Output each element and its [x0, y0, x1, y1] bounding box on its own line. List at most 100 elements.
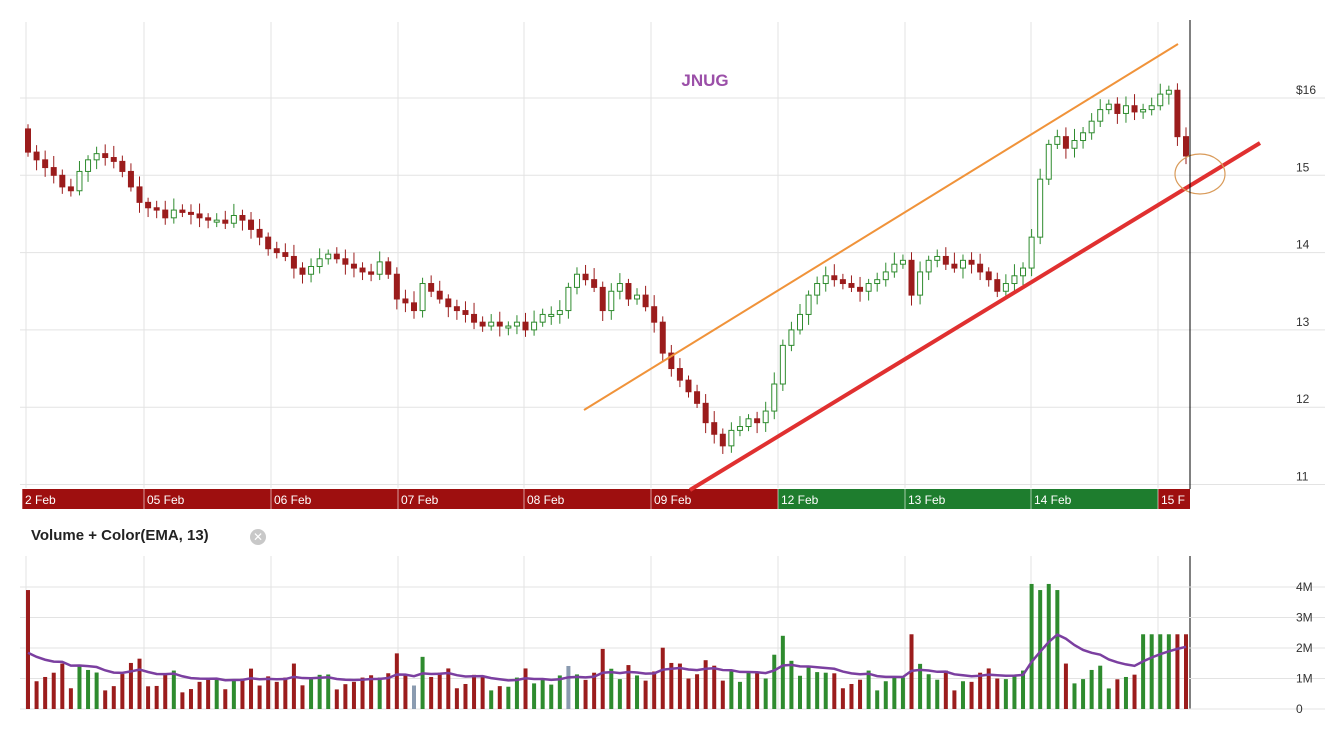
volume-bar — [1141, 634, 1146, 709]
volume-bar — [643, 680, 648, 709]
volume-bar — [892, 676, 897, 709]
candle-body — [702, 402, 709, 424]
volume-bar — [660, 647, 665, 709]
candle-body — [831, 275, 838, 281]
volume-bar — [617, 679, 622, 709]
volume-bar — [592, 672, 597, 709]
volume-bar — [866, 670, 871, 709]
candle-body — [145, 201, 152, 209]
volume-bar — [343, 684, 348, 709]
volume-bar — [703, 660, 708, 709]
volume-bar — [291, 663, 296, 709]
candle-body — [865, 283, 872, 292]
volume-tick-label: 2M — [1296, 641, 1313, 655]
candle-body — [119, 160, 126, 172]
candle-body — [67, 186, 74, 192]
volume-bar — [351, 681, 356, 709]
volume-bar — [815, 672, 820, 709]
volume-bar — [51, 672, 56, 709]
volume-bar — [514, 677, 519, 709]
candle-body — [694, 391, 701, 404]
volume-bar — [403, 675, 408, 709]
volume-bar — [952, 690, 957, 709]
candle-body — [642, 294, 649, 308]
candle-body — [248, 219, 255, 230]
date-band-segment — [144, 489, 271, 509]
candle-body — [513, 321, 520, 327]
volume-bar — [635, 675, 640, 709]
volume-bar — [1184, 634, 1188, 709]
candle-body — [634, 294, 641, 300]
date-label: 06 Feb — [274, 493, 312, 507]
volume-bar — [77, 664, 82, 709]
volume-bar — [197, 681, 202, 709]
candle-body — [994, 279, 1001, 292]
volume-bar — [772, 654, 777, 709]
candle-body — [402, 298, 409, 304]
price-tick-label: 12 — [1296, 392, 1310, 406]
date-label: 14 Feb — [1034, 493, 1072, 507]
candle-body — [1131, 105, 1138, 113]
volume-bar — [1038, 590, 1043, 709]
volume-bar — [849, 683, 854, 709]
volume-bar — [120, 674, 125, 709]
date-band-segment — [905, 489, 1031, 509]
candle-body — [50, 167, 57, 176]
volume-bar — [317, 674, 322, 709]
candle-body — [436, 290, 443, 300]
volume-bar — [626, 665, 631, 709]
candle-body — [393, 273, 400, 300]
volume-bar — [875, 690, 880, 709]
candle-body — [625, 283, 632, 300]
volume-bar — [832, 673, 837, 709]
price-tick-label: 13 — [1296, 315, 1310, 329]
volume-bar — [986, 668, 991, 709]
candle-body — [488, 321, 495, 327]
volume-bar — [583, 679, 588, 709]
volume-bar — [137, 658, 142, 709]
candle-body — [1054, 136, 1061, 145]
candle-body — [1105, 103, 1112, 111]
volume-bar — [454, 688, 459, 709]
candle-body — [882, 271, 889, 281]
volume-bar — [1003, 679, 1008, 709]
volume-bar — [1132, 674, 1137, 709]
volume-ema-line — [27, 633, 1187, 682]
candle-body — [814, 283, 821, 296]
candle-body — [591, 279, 598, 288]
volume-bar — [737, 681, 742, 709]
candle-body — [333, 253, 340, 260]
candle-body — [908, 259, 915, 296]
volume-tick-label: 4M — [1296, 580, 1313, 594]
close-circle-icon[interactable]: ✕ — [250, 529, 266, 545]
candle-body — [162, 209, 169, 219]
candle-body — [196, 213, 203, 219]
date-band-segment — [22, 489, 144, 509]
candle-body — [325, 253, 332, 260]
candle-body — [659, 321, 666, 354]
volume-bar — [249, 668, 254, 709]
candle-body — [745, 418, 752, 428]
candle-body — [1157, 93, 1164, 107]
candle-body — [848, 283, 855, 288]
volume-bar — [609, 668, 614, 709]
candle-body — [368, 271, 375, 275]
volume-bar — [1089, 669, 1094, 709]
candle-body — [230, 214, 237, 224]
volume-bar — [532, 683, 537, 709]
candle-body — [1071, 140, 1078, 149]
candle-body — [76, 170, 83, 192]
candle-body — [1080, 132, 1087, 142]
volume-bar — [1046, 583, 1051, 709]
volume-bar — [420, 656, 425, 709]
date-band-segment — [398, 489, 524, 509]
volume-bar — [214, 678, 219, 709]
candle-body — [1122, 105, 1129, 114]
volume-bar — [935, 679, 940, 709]
candle-body — [719, 433, 726, 447]
volume-bar — [677, 663, 682, 709]
price-tick-label: $16 — [1296, 83, 1316, 97]
candle-body — [539, 313, 546, 323]
lower-channel-line — [688, 141, 1262, 492]
